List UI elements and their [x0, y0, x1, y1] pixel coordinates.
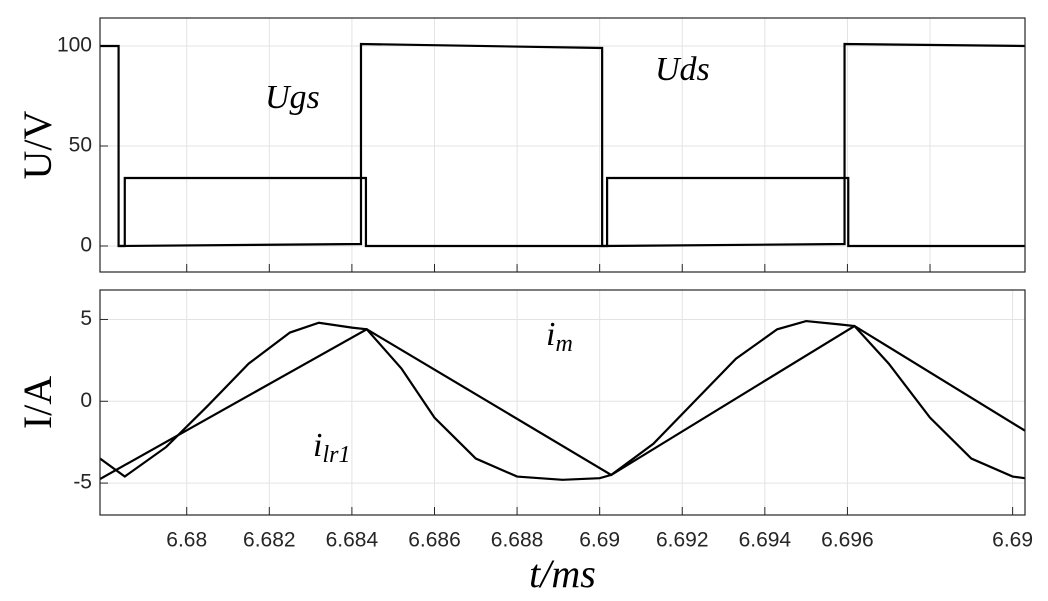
annotation-text: i — [313, 427, 322, 464]
x-tick-label: 6.682 — [243, 529, 296, 552]
data-line — [118, 176, 1025, 248]
plot-area — [100, 18, 1025, 272]
x-tick-label: 6.68 — [166, 529, 207, 552]
annotation: ilr1 — [313, 427, 350, 468]
x-tick-label: 6.686 — [408, 529, 461, 552]
annotation: Uds — [655, 51, 710, 88]
annotation-subscript: m — [555, 331, 572, 357]
x-tick-label: 6.692 — [656, 529, 709, 552]
y-tick-label: 0 — [80, 389, 92, 412]
x-tick-label: 6.696 — [821, 529, 874, 552]
annotation-text: i — [546, 316, 555, 353]
y-tick-label: -5 — [73, 471, 92, 494]
plot-area — [100, 290, 1025, 515]
annotation-text: Uds — [655, 51, 710, 88]
plot-frame — [99, 289, 1026, 516]
y-axis-label: I/A — [15, 376, 60, 429]
x-tick-label: 6.694 — [739, 529, 792, 552]
x-axis-label: t/ms — [529, 551, 596, 596]
annotation: im — [546, 316, 573, 357]
x-tick-label: 6.688 — [491, 529, 544, 552]
annotation-text: Ugs — [265, 79, 320, 116]
y-tick-label: 100 — [57, 34, 92, 57]
annotation: Ugs — [265, 79, 320, 116]
annotation-subscript: lr1 — [322, 442, 350, 468]
data-line — [100, 319, 1025, 481]
y-tick-label: 50 — [69, 134, 92, 157]
x-tick-label: 6.69 — [579, 529, 620, 552]
data-line — [100, 42, 1025, 248]
y-tick-label: 5 — [80, 307, 92, 330]
y-tick-label: 0 — [80, 234, 92, 257]
x-tick-label: 6.69 — [992, 529, 1033, 552]
x-tick-label: 6.684 — [326, 529, 379, 552]
plot-frame — [99, 17, 1026, 273]
y-axis-label: U/V — [15, 110, 60, 179]
